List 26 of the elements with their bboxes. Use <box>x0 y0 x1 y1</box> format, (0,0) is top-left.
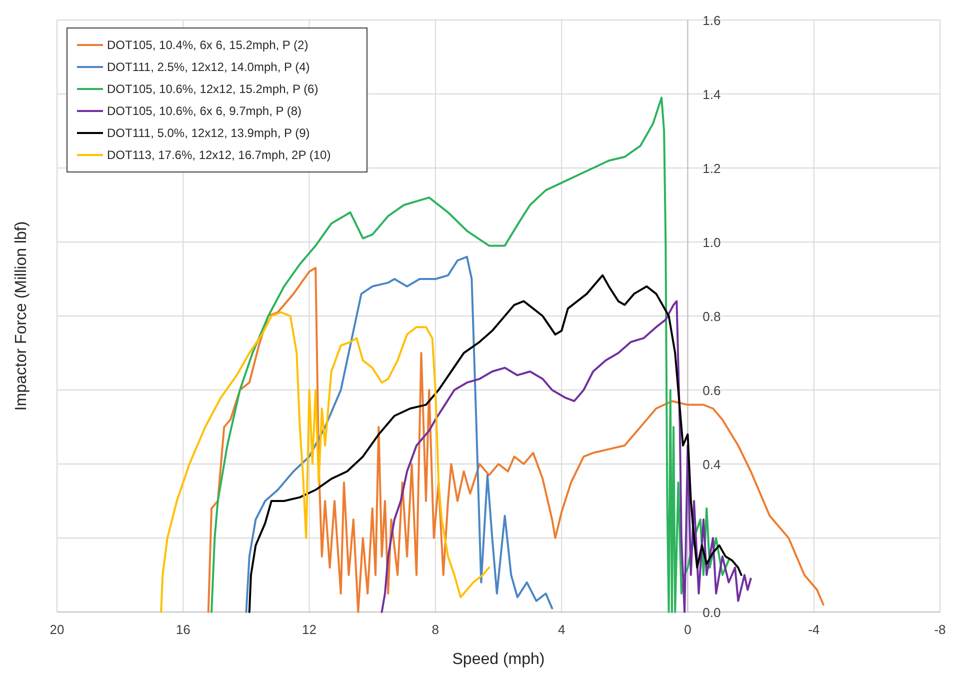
y-tick-label: 0.0 <box>702 605 721 620</box>
y-tick-label: 1.2 <box>702 161 721 176</box>
legend-label: DOT105, 10.6%, 12x12, 15.2mph, P (6) <box>107 82 318 96</box>
legend-label: DOT111, 5.0%, 12x12, 13.9mph, P (9) <box>107 126 310 140</box>
x-tick-label: 20 <box>50 622 64 637</box>
x-tick-label: -4 <box>808 622 820 637</box>
line-series <box>160 311 490 613</box>
y-tick-label: 0.4 <box>702 457 721 472</box>
y-tick-label: 1.6 <box>702 13 721 28</box>
x-tick-label: 12 <box>302 622 317 637</box>
y-tick-label: 0.8 <box>702 309 721 324</box>
y-tick-label: 1.4 <box>702 87 721 102</box>
legend-label: DOT113, 17.6%, 12x12, 16.7mph, 2P (10) <box>107 148 331 162</box>
x-tick-label: 0 <box>684 622 692 637</box>
x-axis-title: Speed (mph) <box>452 651 545 668</box>
y-tick-label: 0.6 <box>702 383 721 398</box>
x-tick-label: 16 <box>176 622 190 637</box>
line-series <box>245 256 554 613</box>
x-tick-label: 8 <box>432 622 440 637</box>
y-axis-title: Impactor Force (Million lbf) <box>13 221 30 411</box>
y-tick-label: 1.0 <box>702 235 721 250</box>
x-tick-label: 4 <box>558 622 566 637</box>
legend-label: DOT105, 10.4%, 6x 6, 15.2mph, P (2) <box>107 38 308 52</box>
x-tick-label: -8 <box>934 622 946 637</box>
legend-label: DOT111, 2.5%, 12x12, 14.0mph, P (4) <box>107 60 310 74</box>
legend-label: DOT105, 10.6%, 6x 6, 9.7mph, P (8) <box>107 104 302 118</box>
